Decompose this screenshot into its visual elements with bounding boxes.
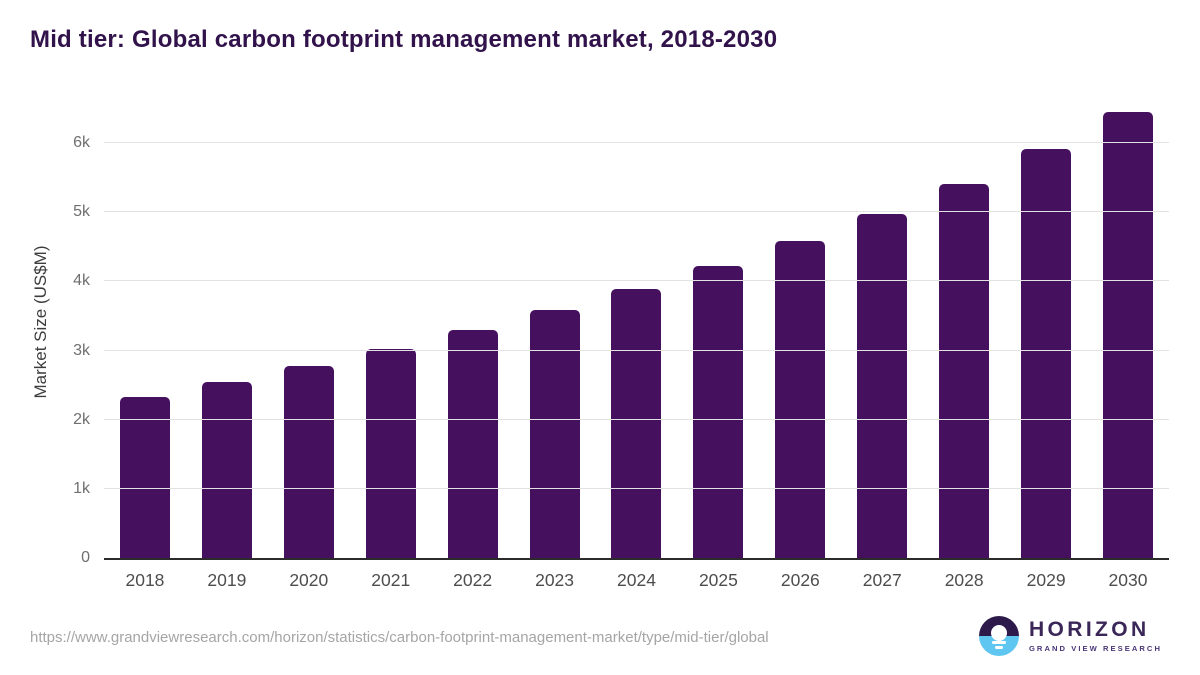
- x-tick-label-2029: 2029: [1026, 570, 1066, 590]
- chart-title: Mid tier: Global carbon footprint manage…: [30, 26, 778, 53]
- bar-2026: [775, 241, 826, 558]
- y-tick-label-4k: 4k: [73, 272, 90, 290]
- bar-slot-2029: [1005, 94, 1087, 558]
- bar-slot-2030: [1087, 94, 1169, 558]
- y-tick-label-0: 0: [81, 549, 90, 566]
- bar-2020: [283, 365, 334, 558]
- bar-2022: [447, 330, 498, 558]
- bar-2028: [939, 184, 990, 558]
- gridline-4k: [104, 280, 1169, 282]
- gridline-3k: [104, 349, 1169, 351]
- gridline-1k: [104, 487, 1169, 489]
- bar-slot-2027: [841, 94, 923, 558]
- bar-2029: [1021, 148, 1072, 558]
- x-tick-label-2026: 2026: [780, 570, 820, 590]
- x-tick-label-2019: 2019: [207, 570, 247, 590]
- bar-2027: [857, 213, 908, 558]
- logo-horizon-line: [991, 641, 1006, 644]
- bar-slot-2018: [104, 94, 186, 558]
- source-url: https://www.grandviewresearch.com/horizo…: [30, 629, 769, 646]
- gridline-2k: [104, 418, 1169, 420]
- y-tick-label-1k: 1k: [73, 479, 90, 497]
- bar-2018: [119, 396, 170, 558]
- bar-slot-2026: [759, 94, 841, 558]
- bar-2024: [611, 289, 662, 558]
- x-tick-label-2023: 2023: [535, 570, 575, 590]
- bar-slot-2024: [596, 94, 678, 558]
- bar-slot-2019: [186, 94, 268, 558]
- x-tick-label-2018: 2018: [125, 570, 165, 590]
- y-tick-label-6k: 6k: [73, 133, 90, 151]
- x-tick-label-2020: 2020: [289, 570, 329, 590]
- logo-title: HORIZON: [1028, 618, 1150, 642]
- bar-slot-2025: [677, 94, 759, 558]
- x-axis-labels: 2018 2019 2020 2021 2022 2023 2024 2025 2026 2027…: [104, 570, 1169, 591]
- x-tick-label-2030: 2030: [1108, 570, 1148, 590]
- x-tick-label-2027: 2027: [862, 570, 902, 590]
- horizon-logo: HORIZON GRAND VIEW RESEARCH: [978, 614, 1162, 658]
- x-tick-label-2025: 2025: [698, 570, 738, 590]
- x-tick-label-2021: 2021: [371, 570, 411, 590]
- bar-2019: [201, 381, 252, 558]
- x-tick-label-2024: 2024: [617, 570, 656, 590]
- y-tick-label-3k: 3k: [73, 341, 90, 359]
- bar-2030: [1103, 111, 1154, 558]
- bars-row: [104, 94, 1169, 558]
- y-tick-label-5k: 5k: [73, 203, 90, 221]
- y-tick-label-2k: 2k: [73, 410, 90, 428]
- bar-slot-2020: [268, 94, 350, 558]
- bar-slot-2022: [432, 94, 514, 558]
- logo-text: HORIZON GRAND VIEW RESEARCH: [1028, 618, 1162, 653]
- bar-2023: [529, 310, 580, 558]
- bar-2021: [365, 349, 416, 558]
- gridline-5k: [104, 211, 1169, 213]
- logo-subtitle: GRAND VIEW RESEARCH: [1028, 643, 1162, 653]
- logo-horizon-line: [994, 646, 1003, 649]
- bar-chart-plot-area: 2018 2019 2020 2021 2022 2023 2024 2025 2026 2027…: [73, 94, 1169, 590]
- x-tick-label-2022: 2022: [453, 570, 493, 590]
- y-axis-title: Market Size (US$M): [31, 245, 50, 399]
- x-tick-label-2028: 2028: [944, 570, 984, 590]
- bar-slot-2028: [923, 94, 1005, 558]
- bar-slot-2023: [514, 94, 596, 558]
- bar-slot-2021: [350, 94, 432, 558]
- gridline-6k: [104, 141, 1169, 143]
- logo-sun-shape: [990, 625, 1007, 641]
- bar-2025: [693, 266, 744, 558]
- horizon-logo-icon: [978, 616, 1019, 656]
